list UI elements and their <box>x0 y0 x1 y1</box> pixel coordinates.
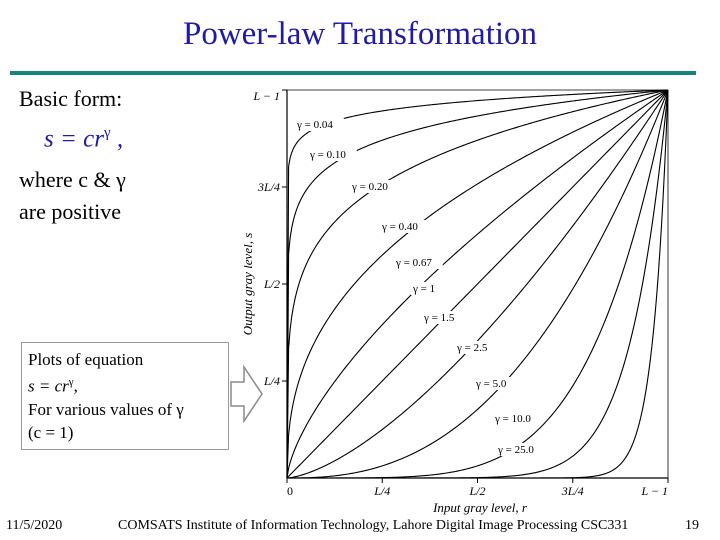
note-formula-tail: , <box>73 376 78 396</box>
x-tick-label-4: L − 1 <box>640 484 668 498</box>
curve-gamma-6 <box>286 89 669 479</box>
curve-label-bg-7 <box>455 341 499 354</box>
curve-label-5: γ = 1 <box>412 283 435 295</box>
curve-label-bg-2 <box>350 180 399 193</box>
slide-title: Power-law Transformation <box>182 16 538 52</box>
footer-institute: COMSATS Institute of Information Technol… <box>118 518 629 533</box>
note-formula-exponent: γ <box>68 376 74 388</box>
y-tick-label-2: L/2 <box>263 277 280 291</box>
curve-gamma-4 <box>286 89 669 479</box>
note-line-1: Plots of equation <box>28 350 144 369</box>
footer-page-number: 19 <box>685 518 699 533</box>
y-tick-label-1: L/4 <box>263 374 280 388</box>
curve-label-7: γ = 2.5 <box>456 342 488 354</box>
y-tick-label-4: L − 1 <box>252 89 280 103</box>
x-tick-label-0: 0 <box>287 484 293 498</box>
x-axis-title: Input gray level, r <box>432 500 528 515</box>
formula-main: s = cr <box>44 125 104 153</box>
curve-gamma-5 <box>286 89 669 479</box>
note-line-4: (c = 1) <box>28 422 74 442</box>
curve-label-bg-4 <box>394 256 443 269</box>
x-tick-label-2: L/2 <box>468 484 485 498</box>
curve-label-bg-8 <box>474 377 518 390</box>
note-line-3: For various values of γ <box>28 399 184 419</box>
curve-gamma-0 <box>286 89 669 479</box>
curve-labels-group: γ = 0.04 γ = 0.10 γ = 0.20 γ = 0.40 γ = 0.67… <box>295 118 545 456</box>
curve-label-10: γ = 25.0 <box>497 444 534 456</box>
power-law-chart: γ = 0.04 γ = 0.10 γ = 0.20 γ = 0.40 γ = 0.67… <box>244 89 669 515</box>
basic-form-label: Basic form: <box>19 86 123 111</box>
x-tick-label-1: L/4 <box>373 484 390 498</box>
curve-label-bg-5 <box>411 282 443 295</box>
constraint-text: where c & γ are positive <box>19 164 126 228</box>
curve-label-bg-3 <box>380 220 429 233</box>
curve-label-bg-9 <box>493 412 542 425</box>
curve-label-2: γ = 0.20 <box>351 181 388 193</box>
formula-exponent: γ <box>103 125 111 141</box>
curves-group <box>286 89 669 479</box>
curve-label-bg-1 <box>308 148 357 161</box>
title-divider <box>10 71 696 75</box>
curve-label-3: γ = 0.40 <box>381 221 418 233</box>
y-tick-label-3: 3L/4 <box>257 180 280 194</box>
y-axis-title: Output gray level, s <box>244 233 255 336</box>
footer-date: 11/5/2020 <box>6 518 63 533</box>
curve-label-4: γ = 0.67 <box>395 257 432 269</box>
ticks-group: 0 L/4 L/2 3L/4 L − 1 L/4 L/2 3L/4 L − 1 <box>252 89 669 498</box>
curve-label-1: γ = 0.10 <box>309 149 346 161</box>
curve-gamma-2 <box>286 89 669 479</box>
curve-label-8: γ = 5.0 <box>475 378 507 390</box>
formula-tail: , <box>110 125 124 153</box>
note-line-2: s = crγ, <box>28 371 222 398</box>
curve-label-bg-0 <box>295 118 344 131</box>
where-line-1: where c & γ <box>19 167 126 192</box>
curve-label-0: γ = 0.04 <box>296 119 333 131</box>
curve-label-bg-10 <box>496 443 545 456</box>
curve-gamma-7 <box>287 89 669 479</box>
curve-label-bg-6 <box>422 311 466 324</box>
curve-label-6: γ = 1.5 <box>423 312 455 324</box>
power-law-formula: s = crγ , <box>44 125 123 153</box>
plot-note-box: Plots of equation s = crγ, For various v… <box>21 342 229 450</box>
curve-gamma-3 <box>286 89 669 479</box>
x-tick-label-3: 3L/4 <box>561 484 584 498</box>
note-formula: s = cr <box>28 376 69 396</box>
callout-arrow-icon <box>230 364 263 424</box>
curve-label-9: γ = 10.0 <box>494 413 531 425</box>
where-line-2: are positive <box>19 199 122 224</box>
